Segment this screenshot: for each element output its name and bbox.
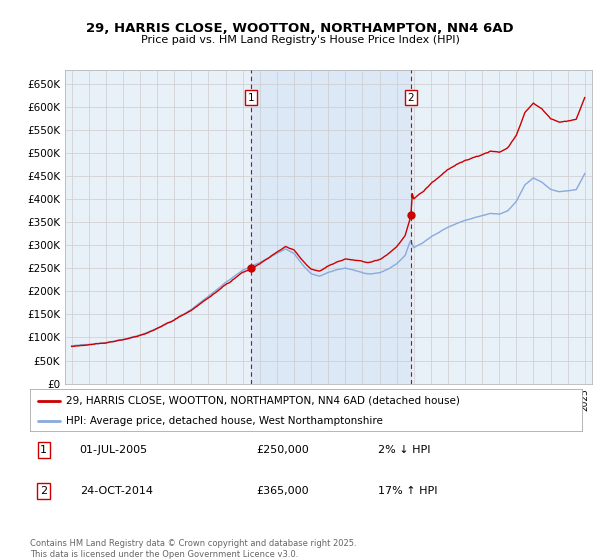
Text: 29, HARRIS CLOSE, WOOTTON, NORTHAMPTON, NN4 6AD (detached house): 29, HARRIS CLOSE, WOOTTON, NORTHAMPTON, … <box>66 396 460 406</box>
Text: 1: 1 <box>40 445 47 455</box>
Text: HPI: Average price, detached house, West Northamptonshire: HPI: Average price, detached house, West… <box>66 416 383 426</box>
Text: 01-JUL-2005: 01-JUL-2005 <box>80 445 148 455</box>
Bar <box>251 70 410 384</box>
Text: 2% ↓ HPI: 2% ↓ HPI <box>378 445 430 455</box>
Text: 29, HARRIS CLOSE, WOOTTON, NORTHAMPTON, NN4 6AD: 29, HARRIS CLOSE, WOOTTON, NORTHAMPTON, … <box>86 22 514 35</box>
Text: Contains HM Land Registry data © Crown copyright and database right 2025.
This d: Contains HM Land Registry data © Crown c… <box>30 539 356 559</box>
Text: 24-OCT-2014: 24-OCT-2014 <box>80 486 152 496</box>
Text: 2: 2 <box>40 486 47 496</box>
Text: 2: 2 <box>407 92 414 102</box>
Text: £250,000: £250,000 <box>256 445 309 455</box>
Text: 17% ↑ HPI: 17% ↑ HPI <box>378 486 437 496</box>
Text: 1: 1 <box>248 92 254 102</box>
Text: £365,000: £365,000 <box>256 486 309 496</box>
Text: Price paid vs. HM Land Registry's House Price Index (HPI): Price paid vs. HM Land Registry's House … <box>140 35 460 45</box>
